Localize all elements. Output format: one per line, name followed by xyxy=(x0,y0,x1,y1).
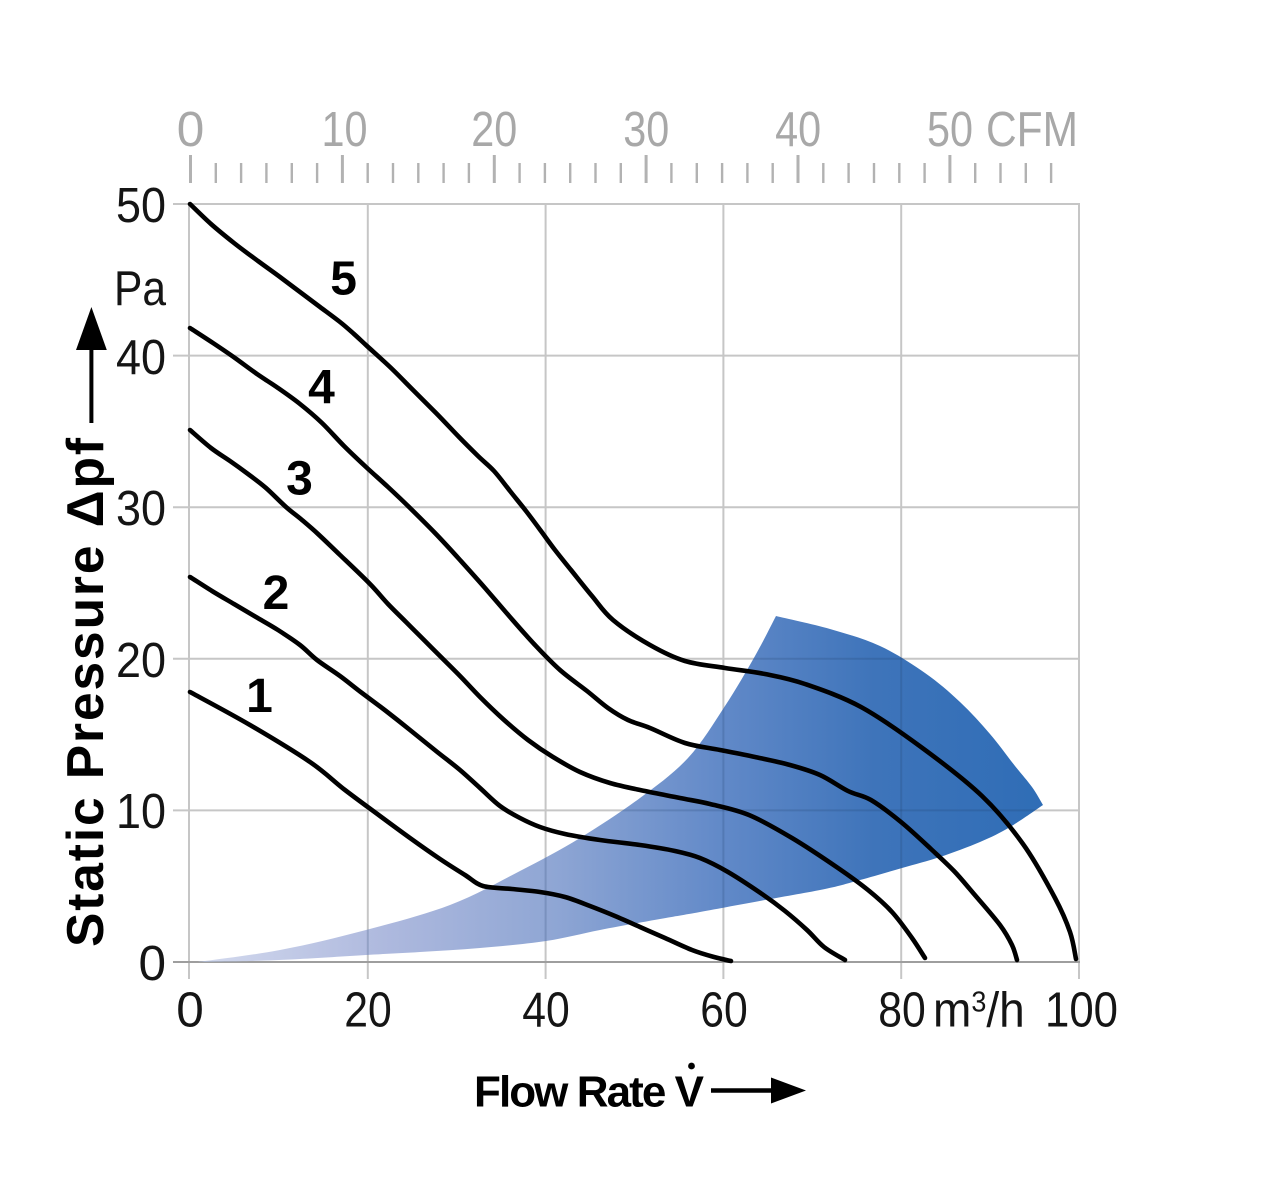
svg-text:2: 2 xyxy=(263,567,290,620)
svg-text:CFM: CFM xyxy=(986,102,1078,157)
svg-text:0: 0 xyxy=(177,102,205,157)
svg-text:0: 0 xyxy=(176,983,204,1038)
svg-text:0: 0 xyxy=(138,936,166,991)
svg-text:4: 4 xyxy=(308,362,335,415)
svg-text:60: 60 xyxy=(700,983,748,1038)
svg-text:20: 20 xyxy=(471,102,517,157)
svg-text:Flow Rate V: Flow Rate V xyxy=(474,1067,705,1116)
svg-text:40: 40 xyxy=(116,330,166,385)
svg-text:1: 1 xyxy=(246,670,273,723)
svg-text:100: 100 xyxy=(1045,983,1118,1038)
svg-text:40: 40 xyxy=(775,102,821,157)
svg-text:m3/h: m3/h xyxy=(933,983,1025,1038)
svg-text:10: 10 xyxy=(322,102,368,157)
svg-text:50: 50 xyxy=(927,102,973,157)
svg-text:30: 30 xyxy=(116,481,166,536)
svg-text:Pa: Pa xyxy=(114,261,166,316)
svg-text:50: 50 xyxy=(116,178,166,233)
svg-text:10: 10 xyxy=(116,784,166,839)
svg-text:20: 20 xyxy=(344,983,392,1038)
svg-text:5: 5 xyxy=(330,252,357,305)
svg-text:30: 30 xyxy=(623,102,669,157)
svg-text:20: 20 xyxy=(116,633,166,688)
svg-text:80: 80 xyxy=(878,983,926,1038)
svg-text:3: 3 xyxy=(286,453,313,506)
svg-text:40: 40 xyxy=(522,983,570,1038)
